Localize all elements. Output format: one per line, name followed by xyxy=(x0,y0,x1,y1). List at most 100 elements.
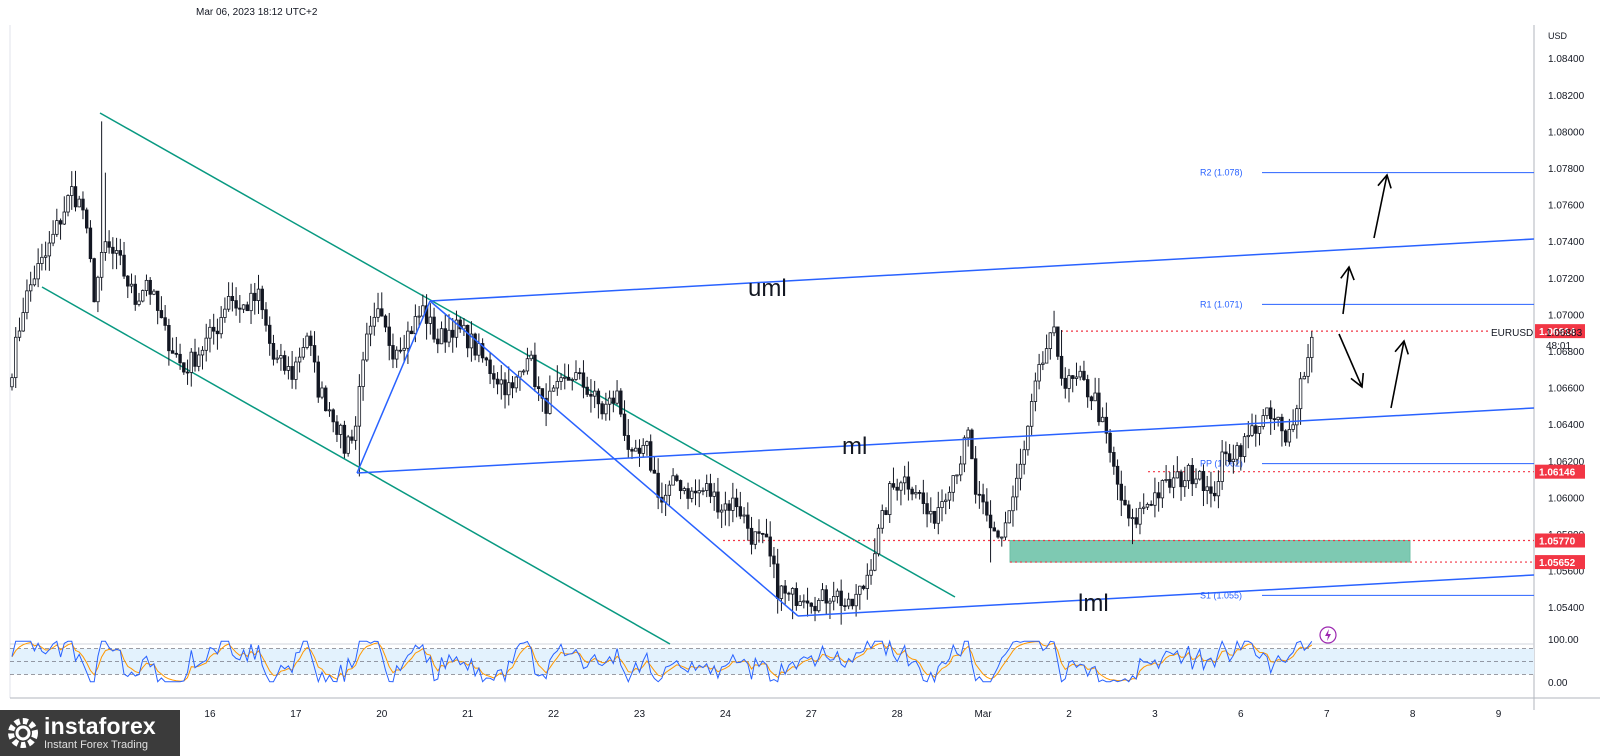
price-tick-label: 1.07400 xyxy=(1548,237,1585,248)
candle-down xyxy=(1097,392,1101,423)
candle-down xyxy=(973,458,978,495)
price-tick-label: 1.06200 xyxy=(1548,457,1585,468)
candle-up xyxy=(1153,492,1157,506)
candle-up xyxy=(899,482,903,491)
candle-up xyxy=(114,250,119,254)
candle-down xyxy=(544,397,548,414)
demand-zone-rect xyxy=(1009,539,1411,563)
candle-down xyxy=(734,497,739,508)
candle-up xyxy=(634,447,638,452)
time-tick-label: 2 xyxy=(1066,709,1072,720)
candle-up xyxy=(521,370,526,373)
candle-down xyxy=(350,436,354,441)
candle-up xyxy=(365,333,369,361)
candle-up xyxy=(518,370,522,378)
candle-up xyxy=(286,366,291,371)
candle-down xyxy=(170,350,175,354)
last-price-label: 1.06883 xyxy=(1546,328,1583,339)
arrow-head xyxy=(1350,372,1365,389)
candle-up xyxy=(152,290,156,295)
candle-up xyxy=(1231,458,1236,463)
candle-up xyxy=(454,319,459,338)
candle-up xyxy=(570,379,574,381)
candle-down xyxy=(813,605,817,612)
symbol-label: EURUSD xyxy=(1491,328,1533,339)
candle-down xyxy=(324,387,328,412)
candle-up xyxy=(701,490,705,492)
candle-up xyxy=(835,590,840,597)
price-tag-value: 1.05652 xyxy=(1539,558,1576,569)
candle-up xyxy=(966,429,970,439)
time-tick-label: 9 xyxy=(1496,709,1502,720)
candle-up xyxy=(1160,480,1165,499)
candle-up xyxy=(802,600,806,603)
candle-down xyxy=(891,483,896,488)
price-tag: 1.05770 xyxy=(1535,533,1585,548)
candle-down xyxy=(648,441,653,471)
candle-up xyxy=(1310,336,1314,358)
candle-up xyxy=(14,336,18,379)
candle-up xyxy=(1298,378,1303,410)
candle-up xyxy=(36,263,40,280)
arrow-head xyxy=(1377,173,1392,189)
instaforex-logo[interactable]: instaforex Instant Forex Trading xyxy=(0,710,180,756)
candle-up xyxy=(241,304,246,310)
candle-down xyxy=(1063,377,1067,389)
candle-down xyxy=(174,352,179,355)
candle-down xyxy=(1089,396,1094,402)
candle-up xyxy=(353,425,358,441)
candle-up xyxy=(55,220,59,235)
candle-down xyxy=(775,563,780,599)
candle-down xyxy=(163,317,167,326)
candle-up xyxy=(357,386,362,427)
candle-up xyxy=(256,288,261,301)
candle-down xyxy=(917,492,922,494)
candle-up xyxy=(790,588,795,595)
candle-down xyxy=(578,372,582,375)
candle-up xyxy=(402,347,406,351)
candle-up xyxy=(1037,364,1041,382)
candle-up xyxy=(1029,401,1034,427)
candle-down xyxy=(193,351,197,367)
candle-down xyxy=(451,329,455,338)
candle-up xyxy=(854,593,858,607)
price-tick-label: 1.05600 xyxy=(1548,567,1585,578)
time-tick-label: 21 xyxy=(462,709,474,720)
candle-down xyxy=(596,390,601,405)
candle-down xyxy=(282,355,287,371)
arrow-head xyxy=(1340,265,1355,281)
candle-down xyxy=(391,345,395,360)
candle-down xyxy=(619,390,623,415)
candle-up xyxy=(40,256,44,264)
candle-down xyxy=(585,386,589,395)
candle-up xyxy=(10,377,14,388)
candle-down xyxy=(443,328,447,343)
candle-down xyxy=(211,326,216,332)
candle-up xyxy=(1171,477,1176,488)
candle-down xyxy=(757,531,761,534)
price-tick-label: 1.06600 xyxy=(1548,384,1585,395)
candle-down xyxy=(977,493,982,496)
candle-down xyxy=(1123,499,1127,506)
price-tag-value: 1.06146 xyxy=(1539,468,1576,479)
candle-down xyxy=(1056,326,1060,357)
candle-up xyxy=(731,497,735,511)
price-tag: 1.06146 xyxy=(1535,464,1585,479)
candle-up xyxy=(301,347,306,358)
candle-up xyxy=(1205,486,1209,492)
candle-down xyxy=(215,330,220,335)
candle-up xyxy=(1011,496,1015,512)
candle-down xyxy=(503,379,507,396)
candle-up xyxy=(846,598,851,607)
currency-label: USD xyxy=(1548,31,1568,41)
channel-lower-line xyxy=(41,286,671,645)
candle-down xyxy=(921,492,926,504)
candle-up xyxy=(406,330,410,349)
price-tick-label: 1.07000 xyxy=(1548,310,1585,321)
arrow-shaft xyxy=(1338,333,1363,388)
candle-down xyxy=(824,589,828,604)
candle-down xyxy=(1227,453,1232,463)
candle-down xyxy=(746,514,750,529)
axes: USD1.054001.056001.058001.060001.062001.… xyxy=(36,31,1585,720)
